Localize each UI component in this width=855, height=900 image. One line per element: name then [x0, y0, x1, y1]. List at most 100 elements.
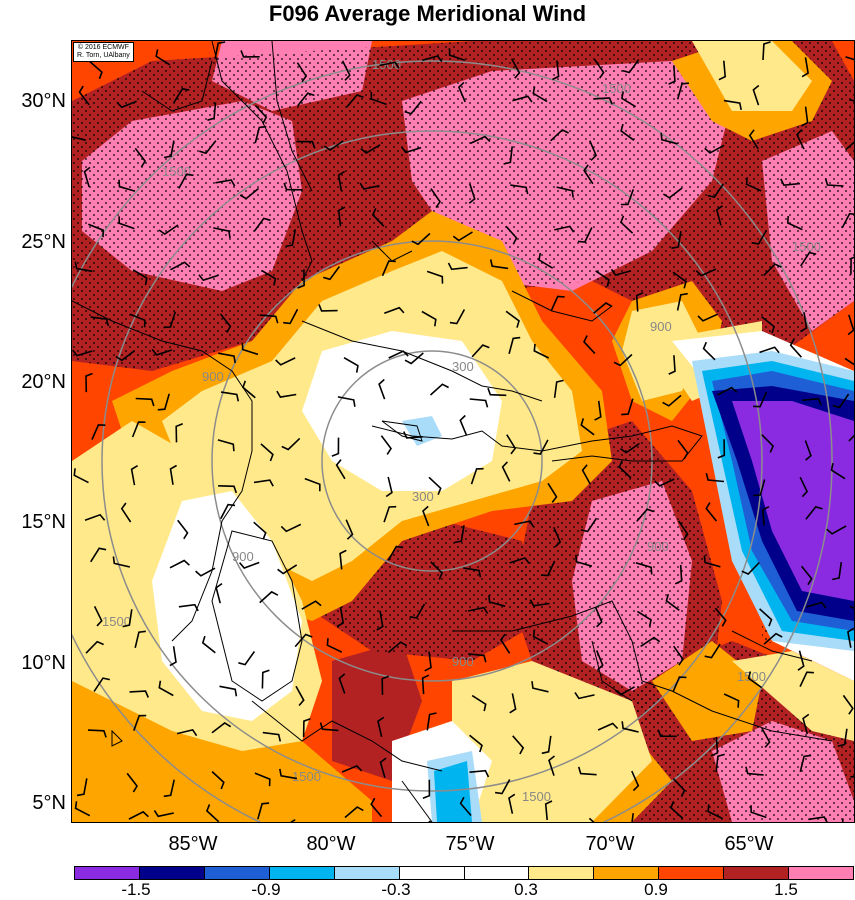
wind-barb	[295, 685, 305, 707]
wind-barb	[610, 268, 632, 276]
wind-barb	[703, 555, 721, 568]
coastlines	[72, 41, 833, 822]
wind-barb	[259, 590, 279, 604]
wind-barb	[752, 84, 760, 106]
wind-barb	[131, 421, 146, 438]
wind-barb	[631, 813, 634, 822]
wind-barb	[276, 390, 297, 398]
wind-barb	[452, 231, 473, 242]
wind-barb	[763, 632, 783, 645]
wind-barb	[128, 810, 149, 820]
wind-barb	[377, 716, 385, 737]
wind-barb	[508, 793, 516, 814]
wind-barb	[337, 396, 356, 407]
wind-barb	[850, 256, 854, 275]
wind-barb	[277, 564, 298, 575]
wind-barb	[339, 549, 347, 570]
colorbar-swatch	[334, 867, 400, 879]
wind-barb	[90, 316, 110, 327]
wind-barb	[489, 259, 509, 270]
wind-barb	[335, 459, 346, 480]
wind-barb	[211, 771, 225, 790]
wind-barb	[411, 232, 431, 246]
wind-barb	[593, 58, 605, 79]
wind-barb	[697, 313, 718, 322]
wind-barb	[674, 564, 683, 585]
wind-barb	[541, 735, 552, 755]
wind-barb	[74, 261, 93, 273]
wind-barb	[170, 261, 191, 271]
wind-barb	[219, 503, 236, 520]
wind-barb	[463, 567, 482, 578]
wind-barb	[780, 178, 800, 187]
wind-barb	[636, 508, 655, 522]
wind-barb	[531, 681, 549, 693]
wind-barb	[622, 59, 640, 74]
wind-barb	[151, 348, 173, 356]
wind-barb	[826, 525, 847, 535]
wind-barb	[337, 206, 346, 227]
wind-barb	[750, 805, 767, 819]
wind-barb	[676, 292, 688, 311]
wind-barb	[323, 140, 344, 151]
wind-barb	[87, 729, 107, 738]
wind-barb	[538, 252, 554, 269]
wind-barb	[747, 671, 763, 689]
wind-barb	[129, 690, 150, 698]
wind-barb	[371, 208, 385, 227]
wind-barb	[748, 129, 759, 150]
wind-barb	[501, 461, 511, 482]
wind-barb	[552, 60, 560, 81]
colorbar-label: 0.3	[514, 880, 538, 899]
lat-label-5n: 5°N	[32, 792, 66, 814]
wind-barb	[621, 721, 639, 733]
wind-barb	[470, 135, 491, 145]
wind-barb	[135, 397, 155, 407]
wind-barb	[704, 643, 721, 659]
wind-barb	[449, 309, 466, 325]
wind-barb	[710, 736, 719, 757]
wind-barb	[93, 606, 103, 627]
wind-barb	[281, 437, 301, 451]
ring-label: 1500	[162, 164, 191, 179]
wind-barb	[253, 521, 267, 540]
wind-barb	[672, 271, 687, 289]
wind-barb	[376, 610, 384, 631]
wind-barb	[469, 734, 483, 753]
wind-barb	[533, 343, 550, 359]
wind-barb	[73, 468, 89, 484]
wind-barb	[614, 686, 635, 696]
wind-barb	[594, 400, 602, 421]
wind-barb	[505, 225, 518, 245]
wind-barb	[426, 712, 437, 731]
credit-line-2: R. Torn, UAlbany	[77, 52, 130, 59]
wind-barb	[554, 225, 575, 233]
wind-barb	[89, 61, 103, 80]
wind-barb	[379, 757, 387, 778]
wind-barb	[488, 595, 506, 607]
ring-label: 1500	[292, 769, 321, 784]
wind-barb	[595, 650, 604, 671]
wind-barb	[508, 336, 521, 355]
wind-barb	[85, 372, 93, 393]
wind-barb	[512, 95, 533, 103]
wind-barb	[832, 561, 843, 581]
wind-barb	[635, 562, 653, 575]
wind-barb	[613, 353, 633, 367]
wind-barb	[824, 178, 844, 187]
wind-barb	[830, 463, 846, 480]
map-title: F096 Average Meridional Wind	[268, 1, 587, 26]
wind-barb	[217, 439, 235, 452]
wind-barb	[471, 694, 487, 712]
lon-label-65w: 65°W	[724, 833, 774, 855]
wind-barb	[322, 266, 341, 281]
wind-barb	[847, 627, 854, 648]
wind-barb	[702, 341, 716, 361]
wind-barb	[673, 645, 684, 666]
wind-barb	[588, 817, 595, 822]
wind-barb	[553, 526, 562, 548]
wind-barb	[577, 227, 593, 243]
wind-barb	[668, 65, 676, 85]
colorbar-swatch	[399, 867, 465, 879]
wind-barb	[671, 230, 682, 249]
